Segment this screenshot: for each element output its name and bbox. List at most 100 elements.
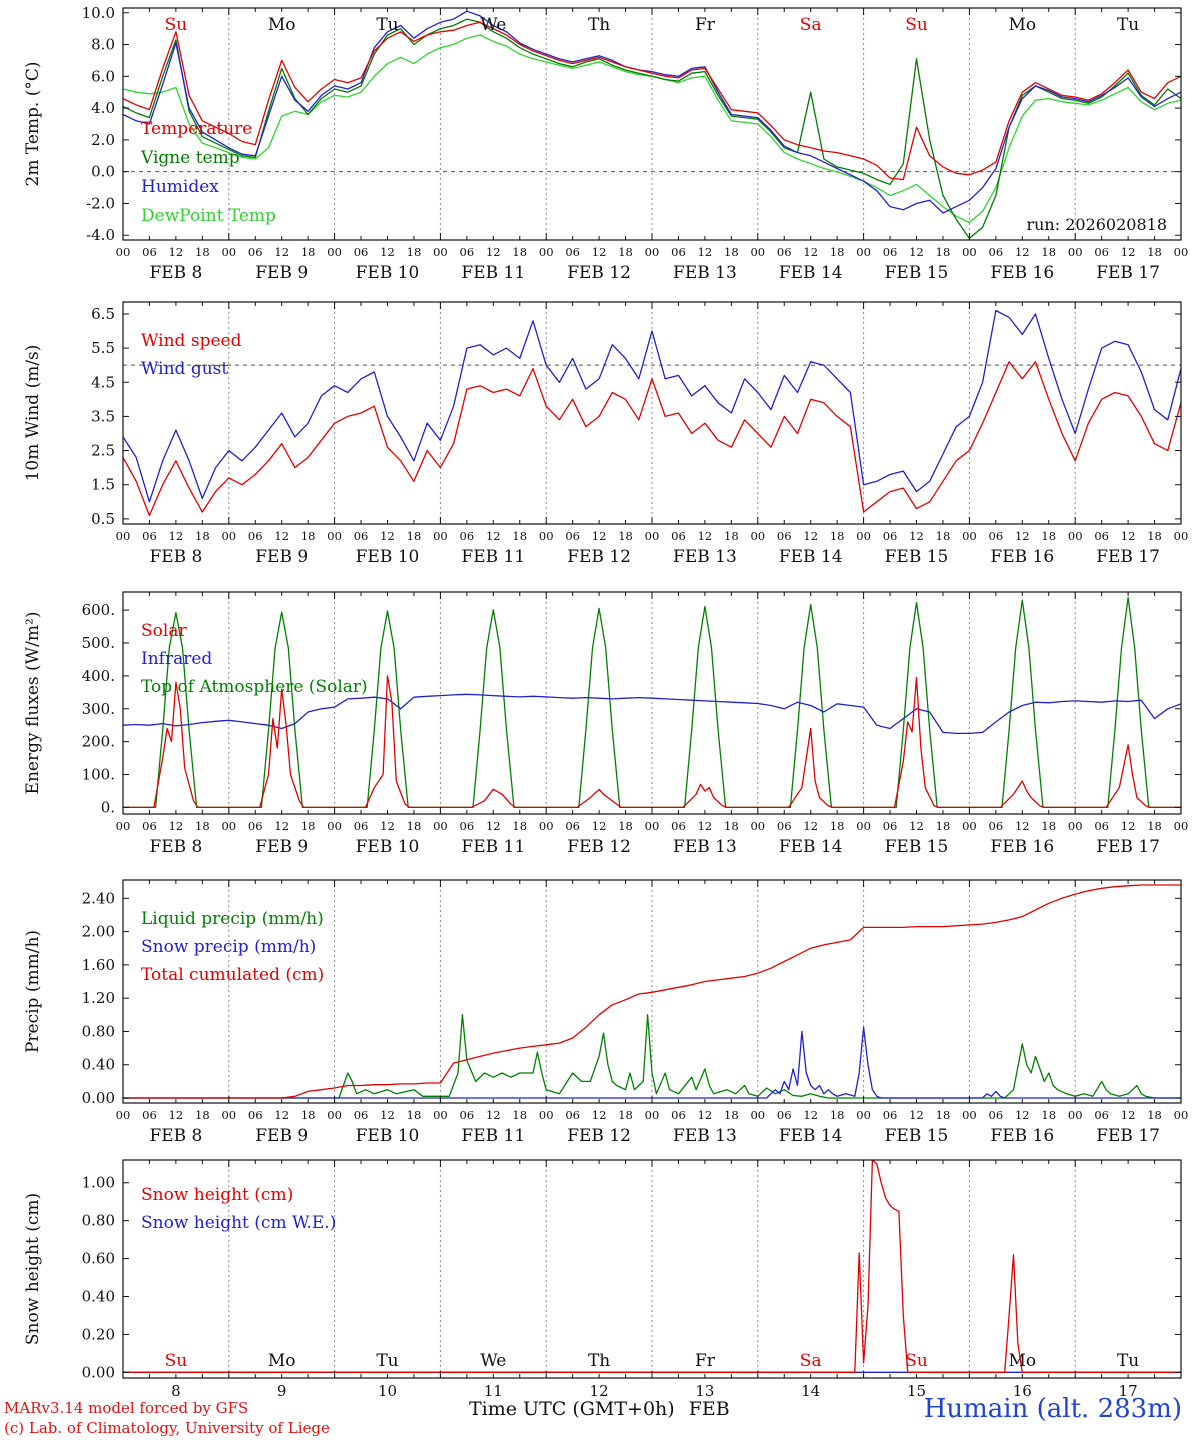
series-wind-speed [123,361,1181,517]
hour-label: 18 [512,1108,527,1122]
hour-label: 12 [274,819,289,833]
y-axis-title: Precip (mm/h) [23,930,43,1053]
hour-label: 00 [539,529,554,543]
day-name: Th [588,1351,610,1371]
legend-snow-height-cm-w-e-: Snow height (cm W.E.) [141,1213,336,1233]
day-name: Tu [376,1351,398,1371]
hour-label: 06 [565,529,580,543]
hour-label: 06 [777,1108,792,1122]
date-label: FEB 15 [885,547,949,567]
hour-label: 18 [618,819,633,833]
day-name: Su [905,15,928,35]
hour-label: 18 [1041,1108,1056,1122]
y-tick-label: 0.20 [82,1325,115,1343]
hour-label: 00 [1174,245,1189,259]
legend-wind-gust: Wind gust [141,359,228,379]
hour-label: 18 [407,529,422,543]
hour-label: 00 [221,245,236,259]
hour-label: 00 [750,819,765,833]
y-tick-label: 0.0 [91,163,115,181]
y-tick-label: 0. [101,798,115,816]
hour-label: 00 [856,819,871,833]
date-label: FEB 15 [885,1126,949,1146]
hour-label: 12 [169,1108,184,1122]
day-name: Su [905,1351,928,1371]
y-tick-label: 1.60 [82,956,115,974]
day-name: Fr [695,15,716,35]
y-tick-label: 1.00 [82,1174,115,1192]
y-tick-label: 6.0 [91,67,115,85]
hour-label: 00 [433,245,448,259]
legend-wind-speed: Wind speed [141,331,242,351]
hour-label: 18 [407,819,422,833]
hour-label: 06 [565,819,580,833]
hour-label: 18 [1147,245,1162,259]
date-label: FEB 9 [255,547,308,567]
snow-height-panel: 1.00 0.80 0.60 0.40 0.20 0.00 8 9 10 11 12 13 14 15 16… [23,1159,1182,1400]
legend-total-cumulated-cm-: Total cumulated (cm) [141,965,324,985]
y-tick-label: 0.00 [82,1363,115,1381]
hour-label: 00 [539,819,554,833]
hour-label: 06 [460,245,475,259]
hour-label: 06 [777,245,792,259]
hour-label: 12 [803,529,818,543]
hour-label: 12 [486,529,501,543]
hour-label: 12 [909,529,924,543]
date-label: FEB 13 [673,837,737,857]
y-tick-label: 10.0 [82,4,115,22]
date-label: FEB 16 [990,1126,1054,1146]
hour-label: 18 [724,245,739,259]
y-tick-label: 5.5 [91,339,115,357]
day-name: Mo [268,1351,296,1371]
date-label: FEB 11 [461,263,525,283]
hour-label: 12 [486,245,501,259]
date-label: FEB 17 [1096,263,1160,283]
hour-label: 06 [883,529,898,543]
date-label: FEB 11 [461,1126,525,1146]
hour-label: 12 [274,1108,289,1122]
hour-label: 00 [116,1108,131,1122]
y-tick-label: 1.20 [82,989,115,1007]
hour-label: 00 [962,1108,977,1122]
hour-label: 12 [698,819,713,833]
date-label: FEB 9 [255,263,308,283]
date-label: FEB 10 [356,1126,420,1146]
hour-label: 00 [1174,1108,1189,1122]
hour-label: 06 [1094,819,1109,833]
legend-solar: Solar [141,621,187,641]
hour-label: 06 [142,529,157,543]
date-label: FEB 13 [673,1126,737,1146]
day-number: 13 [695,1382,714,1400]
hour-label: 18 [618,529,633,543]
hour-label: 12 [1015,1108,1030,1122]
y-axis-title: Snow height (cm) [23,1193,43,1345]
hour-label: 06 [354,245,369,259]
date-label: FEB 16 [990,837,1054,857]
model-credit-line1: MARv3.14 model forced by GFS [4,1399,249,1417]
hour-label: 18 [724,1108,739,1122]
hour-label: 00 [539,1108,554,1122]
y-tick-label: -4.0 [86,226,115,244]
hour-label: 06 [989,1108,1004,1122]
day-name: Su [165,15,188,35]
series-snow-precip [123,1026,1181,1099]
day-number: 8 [171,1382,181,1400]
hour-label: 18 [936,1108,951,1122]
day-name: Tu [1117,1351,1139,1371]
day-number: 14 [801,1382,820,1400]
legend-humidex: Humidex [141,177,219,197]
date-label: FEB 11 [461,837,525,857]
hour-label: 18 [407,245,422,259]
y-tick-label: 2.5 [91,442,115,460]
day-name: We [480,1351,506,1371]
hour-label: 06 [777,529,792,543]
hour-label: 00 [962,245,977,259]
series-humidex [123,10,1181,214]
hour-label: 18 [1041,819,1056,833]
y-tick-label: 3.5 [91,407,115,425]
hour-label: 18 [195,245,210,259]
day-number: 9 [277,1382,287,1400]
hour-label: 06 [671,245,686,259]
y-axis-title: 2m Temp. (°C) [23,61,43,186]
hour-label: 18 [512,245,527,259]
